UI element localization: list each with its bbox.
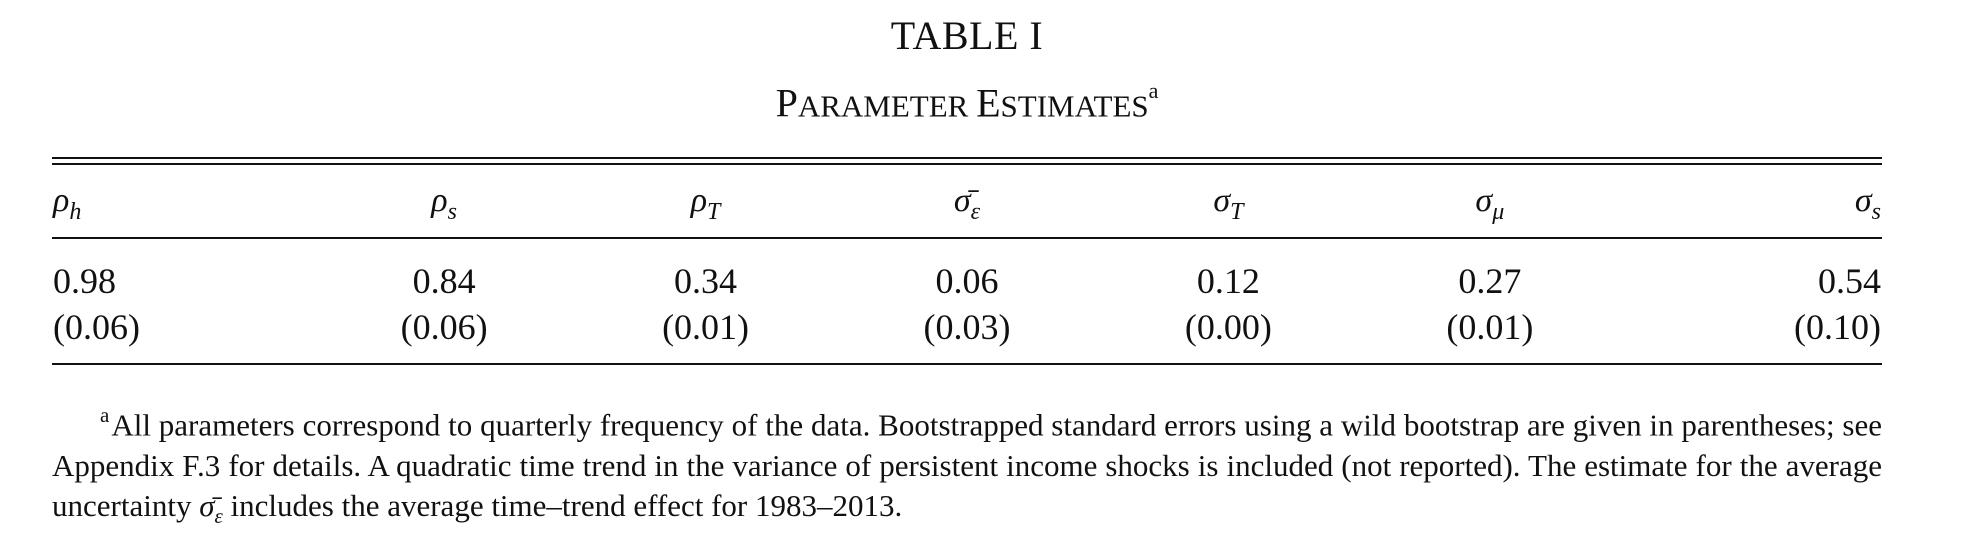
- std-error-row: (0.06) (0.06) (0.01) (0.03) (0.00) (0.01…: [52, 304, 1882, 364]
- header-rule: [52, 237, 1882, 242]
- std-error-cell: (0.10): [1794, 307, 1881, 348]
- header-rho-h: ρh: [53, 182, 82, 226]
- table-title: TABLE I: [890, 13, 1044, 58]
- table-container: TABLE I PARAMETER ESTIMATESa ρh ρs ρT σ̄…: [52, 0, 1882, 536]
- footnote-text-1: All parameters correspond to quarterly f…: [52, 407, 1882, 523]
- header-sigma-mu: σμ: [1475, 182, 1505, 226]
- footnote-symbol: σ̄: [199, 487, 215, 523]
- subtitle-cap-1: P: [775, 80, 798, 126]
- header-row: ρh ρs ρT σ̄ε σT σμ σs: [52, 165, 1882, 238]
- footnote-mark: a: [100, 403, 110, 428]
- estimate-cell: 0.84: [412, 261, 476, 302]
- header-rho-t: ρT: [690, 182, 721, 226]
- estimates-row: 0.98 0.84 0.34 0.06 0.12 0.27 0.54: [52, 241, 1882, 304]
- footnote-symbol-sub: ε: [214, 503, 223, 528]
- table-subtitle: PARAMETER ESTIMATESa: [52, 72, 1882, 129]
- estimate-cell: 0.06: [935, 261, 999, 302]
- bottom-rule: [52, 363, 1882, 368]
- parameter-table: ρh ρs ρT σ̄ε σT σμ σs 0.98 0.84 0.34 0.0…: [52, 165, 1882, 368]
- header-sigma-t: σT: [1213, 182, 1244, 226]
- std-error-cell: (0.06): [400, 307, 488, 348]
- subtitle-small-2: STIMATES: [1000, 88, 1149, 124]
- top-double-rule: [52, 157, 1882, 166]
- header-rho-s: ρs: [431, 182, 457, 226]
- subtitle-footnote-mark: a: [1148, 78, 1159, 103]
- estimate-cell: 0.54: [1818, 261, 1881, 302]
- std-error-cell: (0.01): [662, 307, 750, 348]
- subtitle-cap-2: E: [976, 80, 1001, 126]
- std-error-cell: (0.01): [1446, 307, 1534, 348]
- std-error-cell: (0.03): [923, 307, 1011, 348]
- estimate-cell: 0.27: [1458, 261, 1522, 302]
- header-sigma-bar-eps: σ̄ε: [953, 182, 981, 226]
- header-sigma-s: σs: [1854, 182, 1881, 226]
- table-footnote: aAll parameters correspond to quarterly …: [52, 397, 1882, 536]
- estimate-cell: 0.34: [674, 261, 738, 302]
- std-error-cell: (0.00): [1184, 307, 1272, 348]
- footnote-text-2: includes the average time–trend effect f…: [222, 487, 903, 523]
- subtitle-small-1: ARAMETER: [797, 88, 977, 124]
- estimate-cell: 0.98: [53, 261, 116, 302]
- std-error-cell: (0.06): [53, 307, 140, 348]
- estimate-cell: 0.12: [1196, 261, 1260, 302]
